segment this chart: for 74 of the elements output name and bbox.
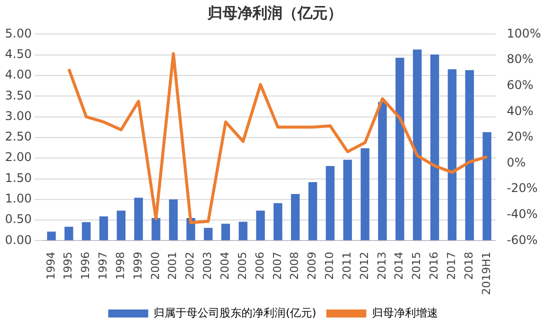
x-tick-label: 2013 bbox=[375, 252, 388, 280]
x-tick-label: 2011 bbox=[340, 252, 354, 280]
x-tick-label: 2000 bbox=[148, 252, 162, 280]
y2-tick-label: -60% bbox=[506, 232, 538, 247]
x-tick-label: 2008 bbox=[288, 252, 302, 280]
y-tick-label: 0.00 bbox=[5, 232, 32, 247]
y-tick-label: 3.50 bbox=[5, 88, 32, 102]
y2-tick-label: 0% bbox=[506, 155, 526, 170]
x-tick-label: 1996 bbox=[79, 252, 92, 280]
x-tick-label: 2010 bbox=[323, 252, 336, 280]
x-tick-label: 2002 bbox=[184, 252, 197, 280]
bar bbox=[116, 210, 126, 240]
bar bbox=[360, 148, 370, 240]
bar bbox=[430, 54, 440, 240]
x-tick-label: 1995 bbox=[62, 252, 75, 280]
x-tick-label: 2003 bbox=[201, 252, 214, 280]
bar bbox=[274, 203, 282, 240]
bar bbox=[256, 210, 265, 240]
x-tick-label: 2006 bbox=[253, 252, 266, 280]
y2-tick-label: 20% bbox=[506, 130, 534, 144]
y-tick-label: 2.00 bbox=[5, 150, 32, 164]
y-tick-label: 1.00 bbox=[5, 192, 32, 206]
bar bbox=[290, 194, 300, 240]
x-tick-label: 2016 bbox=[428, 252, 441, 280]
bar bbox=[47, 232, 56, 240]
x-tick-label: 1999 bbox=[131, 252, 144, 280]
y-tick-label: 2.50 bbox=[5, 130, 32, 144]
y2-tick-label: -20% bbox=[506, 181, 538, 196]
x-tick-label: 2015 bbox=[410, 252, 424, 280]
x-tick-label: 2007 bbox=[270, 252, 284, 280]
bar bbox=[326, 166, 335, 240]
bar bbox=[465, 70, 474, 240]
y2-tick-label: 100% bbox=[506, 26, 542, 40]
x-tick-label: 2014 bbox=[392, 252, 406, 280]
bar bbox=[238, 222, 248, 240]
x-tick-label: 1997 bbox=[96, 252, 110, 280]
bar bbox=[308, 182, 318, 240]
x-tick-label: 2004 bbox=[218, 252, 232, 280]
x-tick-label: 2009 bbox=[306, 252, 319, 280]
bar bbox=[64, 226, 74, 240]
y2-tick-label: 80% bbox=[506, 52, 534, 66]
x-tick-label: 2005 bbox=[236, 252, 249, 280]
y-tick-label: 4.50 bbox=[5, 46, 32, 61]
x-tick-label: 1998 bbox=[114, 252, 127, 280]
x-tick-label: 1994 bbox=[44, 252, 58, 280]
y2-tick-label: -40% bbox=[506, 207, 538, 222]
chart-title: 归母净利润（亿元） bbox=[206, 3, 344, 24]
bar bbox=[412, 49, 422, 240]
bar bbox=[448, 69, 456, 240]
x-tick-label: 2012 bbox=[358, 252, 371, 280]
bar bbox=[378, 102, 387, 240]
y-tick-label: 4.00 bbox=[5, 68, 32, 82]
x-tick-label: 2001 bbox=[166, 252, 180, 280]
y2-tick-label: 40% bbox=[506, 104, 534, 118]
x-tick-label: 2019H1 bbox=[480, 252, 493, 295]
bar bbox=[99, 216, 108, 240]
bar bbox=[221, 224, 230, 240]
bar bbox=[169, 199, 178, 240]
y-tick-label: 3.00 bbox=[5, 108, 32, 123]
legend-label: 归属于母公司股东的净利润(亿元) bbox=[154, 306, 316, 320]
bar bbox=[82, 222, 91, 240]
x-tick-label: 2018 bbox=[462, 252, 476, 280]
y-tick-label: 1.50 bbox=[5, 170, 32, 185]
y-tick-label: 0.50 bbox=[5, 212, 32, 226]
bar bbox=[396, 58, 404, 240]
y-tick-label: 5.00 bbox=[5, 26, 32, 40]
bar bbox=[204, 228, 213, 240]
bar bbox=[482, 132, 492, 240]
x-tick-label: 2017 bbox=[444, 252, 458, 280]
bar bbox=[343, 160, 352, 240]
bar bbox=[134, 198, 143, 240]
legend-label: 归母净利增速 bbox=[372, 306, 438, 320]
y2-tick-label: 60% bbox=[506, 78, 534, 92]
bar bbox=[152, 218, 160, 240]
